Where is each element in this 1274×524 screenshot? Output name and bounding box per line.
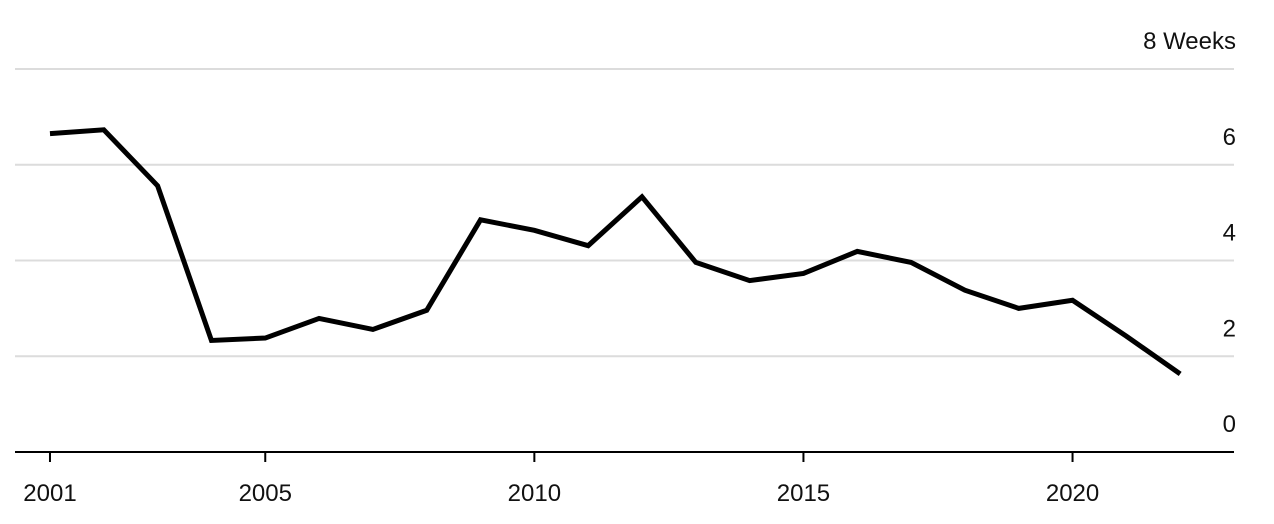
y-tick-label: 0 — [1223, 411, 1236, 438]
x-tick-label: 2005 — [239, 480, 292, 507]
y-tick-label: 6 — [1223, 124, 1236, 151]
x-tick-label: 2001 — [23, 480, 76, 507]
x-tick-label: 2015 — [777, 480, 830, 507]
x-tick-label: 2020 — [1046, 480, 1099, 507]
y-tick-label: 4 — [1223, 220, 1236, 247]
y-tick-label: 2 — [1223, 315, 1236, 342]
data-line — [49, 127, 1182, 377]
x-tick-label: 2010 — [508, 480, 561, 507]
y-tick-label: 8 Weeks — [1143, 28, 1236, 55]
